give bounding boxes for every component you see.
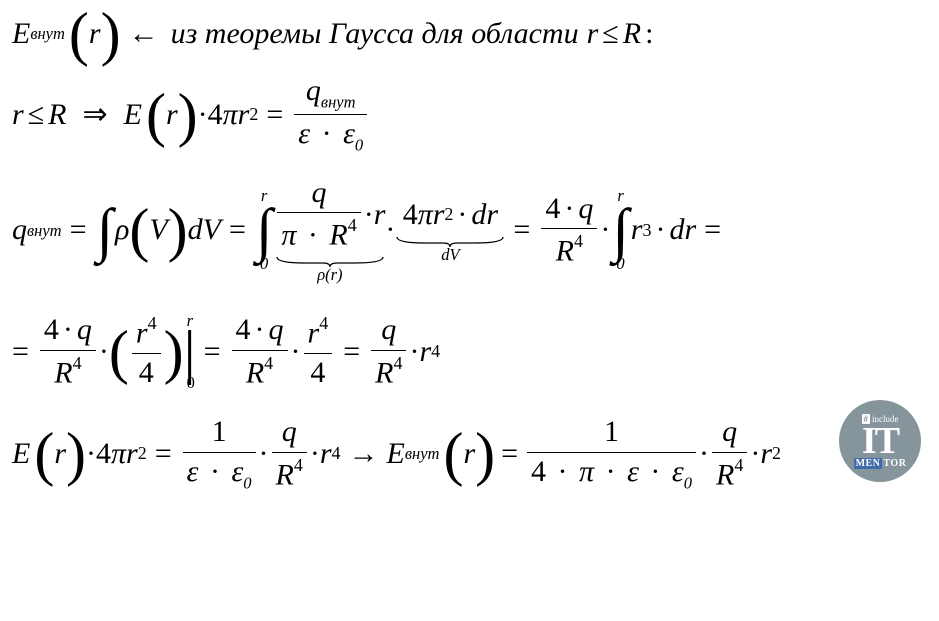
brace-rho: q π · R4 · r ρ(r): [274, 176, 385, 285]
equation-line-2: r ≤ R ⇒ E (r) · 4 π r2 = qвнут ε · ε0: [12, 74, 927, 156]
watermark-tor: TOR: [883, 458, 906, 469]
Rightarrow: ⇒: [82, 97, 107, 133]
equation-line-4: = 4·q R4 · ( r4 4 ) r | 0 = 4·q R4 · r4 …: [12, 313, 927, 391]
watermark-it: IT: [862, 422, 898, 460]
leq: ≤: [602, 16, 618, 52]
sub-vnut: внут: [30, 24, 65, 44]
brace-dV: 4 π r2 · dr dV: [395, 197, 505, 265]
right-arrow: →: [349, 436, 379, 472]
equation-line-3: qвнут = ∫ ρ (V) dV = r ∫ 0 q π ·: [12, 176, 927, 285]
var-r: r: [12, 97, 24, 133]
var-R: R: [623, 16, 641, 52]
var-R: R: [48, 97, 66, 133]
frac-qvnut-eps: qвнут ε · ε0: [294, 74, 367, 156]
watermark-badge: # include IT MENTOR: [839, 400, 921, 482]
leq: ≤: [28, 97, 44, 133]
colon: :: [645, 16, 653, 52]
rparen: ): [101, 10, 121, 58]
gauss-text: из теоремы Гаусса для области: [171, 16, 579, 52]
eval-bar: r | 0: [184, 313, 196, 391]
equation-line-1: E внут ( r ) ← из теоремы Гаусса для обл…: [12, 10, 927, 58]
var-E: E: [12, 16, 30, 52]
var-r2: r: [587, 16, 599, 52]
left-arrow: ←: [129, 16, 159, 52]
math-page: E внут ( r ) ← из теоремы Гаусса для обл…: [0, 0, 939, 621]
integral-2: r ∫ 0: [256, 188, 272, 272]
integral-1: ∫: [97, 188, 113, 272]
watermark-men: MEN: [854, 458, 883, 469]
integral-3: r ∫ 0: [612, 188, 628, 272]
var-r: r: [89, 16, 101, 52]
lparen: (: [69, 10, 89, 58]
var-E: E: [124, 97, 142, 133]
equation-line-5: E (r) · 4 π r2 = 1 ε · ε0 · q R4 · r4 → …: [12, 415, 927, 493]
